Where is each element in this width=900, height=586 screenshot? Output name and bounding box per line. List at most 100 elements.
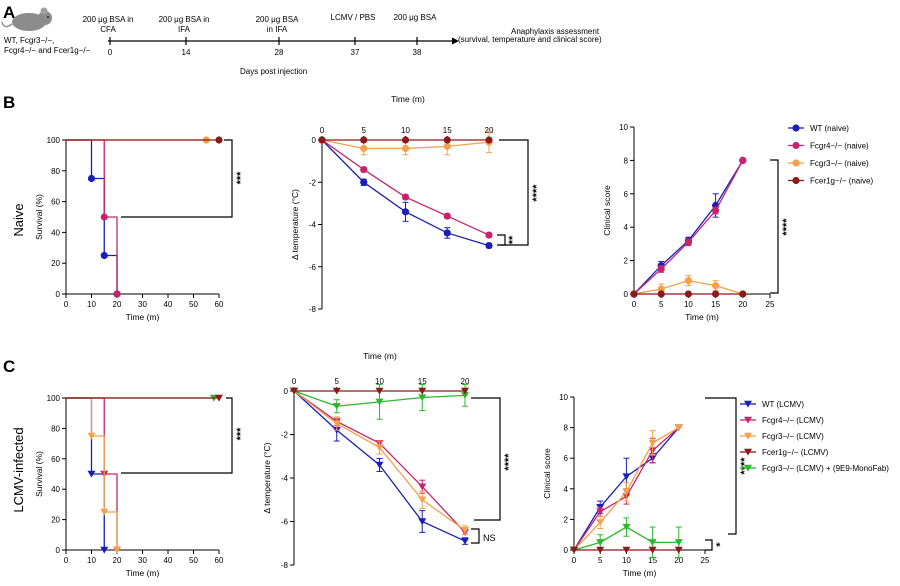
series-fcgr4 [66, 397, 121, 554]
data-point [744, 432, 752, 440]
y-tick-label: 0 [56, 546, 61, 555]
data-point [443, 229, 451, 237]
y-tick-label: 8 [564, 424, 569, 433]
c-temp-time-header: Time (m) [363, 351, 397, 361]
x-tick-label: 60 [215, 300, 224, 309]
lcmv-score-significance: **** * [705, 397, 751, 553]
series-line [66, 397, 105, 550]
x-tick-label: 15 [648, 556, 657, 565]
lcmv-clinical-score-chart: 0 2 4 6 8 10 0 5 10 15 20 25 Time (m) Clinical score [542, 393, 710, 578]
b-temp-time-header: Time (m) [391, 94, 425, 104]
data-point [418, 394, 427, 402]
timeline-event-label: 200 μg BSA [256, 15, 300, 24]
y-axis-label: Clinical score [542, 448, 552, 499]
x-axis-label: Time (m) [126, 312, 160, 322]
y-axis-label: Clinical score [602, 185, 612, 236]
x-tick-label: 10 [401, 126, 410, 135]
series-monofab [290, 383, 469, 420]
data-point [401, 144, 410, 153]
x-axis-label: Time (m) [623, 568, 657, 578]
x-tick-label: 5 [659, 300, 664, 309]
legend-label: Fcer1g−/− (naive) [810, 177, 873, 186]
data-point [596, 539, 605, 546]
mouse-icon [1, 7, 52, 31]
x-tick-label: 20 [485, 126, 494, 135]
data-point [622, 488, 631, 496]
lcmv-survival-chart: 0 20 40 60 80 100 0 10 20 30 40 50 60 Time (m) Surviva… [34, 394, 224, 578]
legend-item: Fcgr4−/− (LCMV) [740, 416, 824, 425]
x-tick-label: 0 [572, 556, 577, 565]
y-tick-label: 80 [51, 167, 60, 176]
data-point [113, 290, 121, 298]
data-point [443, 212, 451, 220]
y-tick-label: 100 [47, 136, 61, 145]
y-tick-label: 0 [56, 290, 61, 299]
x-tick-label: 10 [87, 300, 96, 309]
data-point [461, 537, 469, 545]
data-point [622, 523, 631, 531]
data-point [622, 546, 631, 554]
row-label-lcmv: LCMV-infected [11, 427, 26, 512]
assessment-title: Anaphylaxis assessment [511, 27, 600, 36]
y-tick-label: 4 [564, 485, 569, 494]
x-tick-label: 50 [189, 556, 198, 565]
data-point [443, 142, 451, 150]
timeline-day-label: 14 [182, 48, 191, 57]
data-point [596, 519, 605, 527]
data-point [113, 546, 121, 554]
timeline-event-label: 200 μg BSA in [83, 15, 134, 24]
x-tick-label: 20 [674, 556, 683, 565]
data-point [87, 174, 96, 183]
data-point [332, 387, 341, 395]
x-tick-label: 0 [292, 377, 297, 386]
y-tick-label: 60 [51, 198, 60, 207]
data-point [215, 136, 223, 144]
legend-item: Fcer1g−/− (LCMV) [740, 448, 829, 457]
x-tick-label: 30 [138, 300, 147, 309]
series-fcer1g [570, 546, 683, 554]
data-point [418, 387, 427, 395]
data-point [792, 159, 800, 167]
data-point [648, 439, 657, 447]
data-point [318, 136, 326, 144]
data-point [461, 527, 469, 534]
data-point [744, 400, 752, 408]
data-point [375, 444, 384, 452]
assessment-detail: (survival, temperature and clinical scor… [458, 35, 602, 44]
x-tick-label: 15 [418, 377, 427, 386]
data-point [657, 285, 665, 293]
data-point [739, 156, 747, 164]
timeline-event-label: in IFA [267, 25, 288, 34]
data-point [596, 546, 605, 554]
y-tick-label: 100 [47, 394, 61, 403]
timeline-axis-label: Days post injection [240, 67, 307, 76]
legend-item: Fcgr3−/− (naive) [788, 159, 869, 168]
y-tick-label: 10 [559, 393, 568, 402]
legend-item: Fcgr3−/− (LCMV) [740, 432, 824, 441]
y-tick-label: 80 [51, 424, 60, 433]
data-point [100, 251, 108, 260]
timeline-event-label: 200 μg BSA in [159, 15, 210, 24]
x-tick-label: 40 [164, 300, 173, 309]
y-axis-label: Δ temperature (°C) [262, 442, 272, 513]
data-point [360, 144, 368, 153]
y-tick-label: 4 [624, 223, 629, 232]
sig-b-temp-pair: ** [507, 235, 519, 244]
data-point [792, 124, 800, 132]
sig-b-survival: *** [235, 171, 247, 185]
panel-b-letter: B [3, 93, 15, 112]
sig-c-score-pair: * [716, 541, 721, 553]
x-axis-label: Time (m) [126, 568, 160, 578]
x-tick-label: 25 [701, 556, 710, 565]
series-fcer1g [290, 387, 469, 395]
timeline-event-label: LCMV / PBS [331, 13, 376, 22]
series-fcer1g [66, 394, 223, 402]
y-tick-label: 6 [624, 190, 629, 199]
data-point [792, 141, 800, 150]
data-point [630, 290, 638, 298]
y-tick-label: 20 [51, 259, 60, 268]
y-axis-label: Survival (%) [34, 451, 44, 497]
naive-score-significance: **** [770, 159, 793, 294]
series-fcer1g [630, 290, 747, 298]
data-point [461, 392, 469, 399]
